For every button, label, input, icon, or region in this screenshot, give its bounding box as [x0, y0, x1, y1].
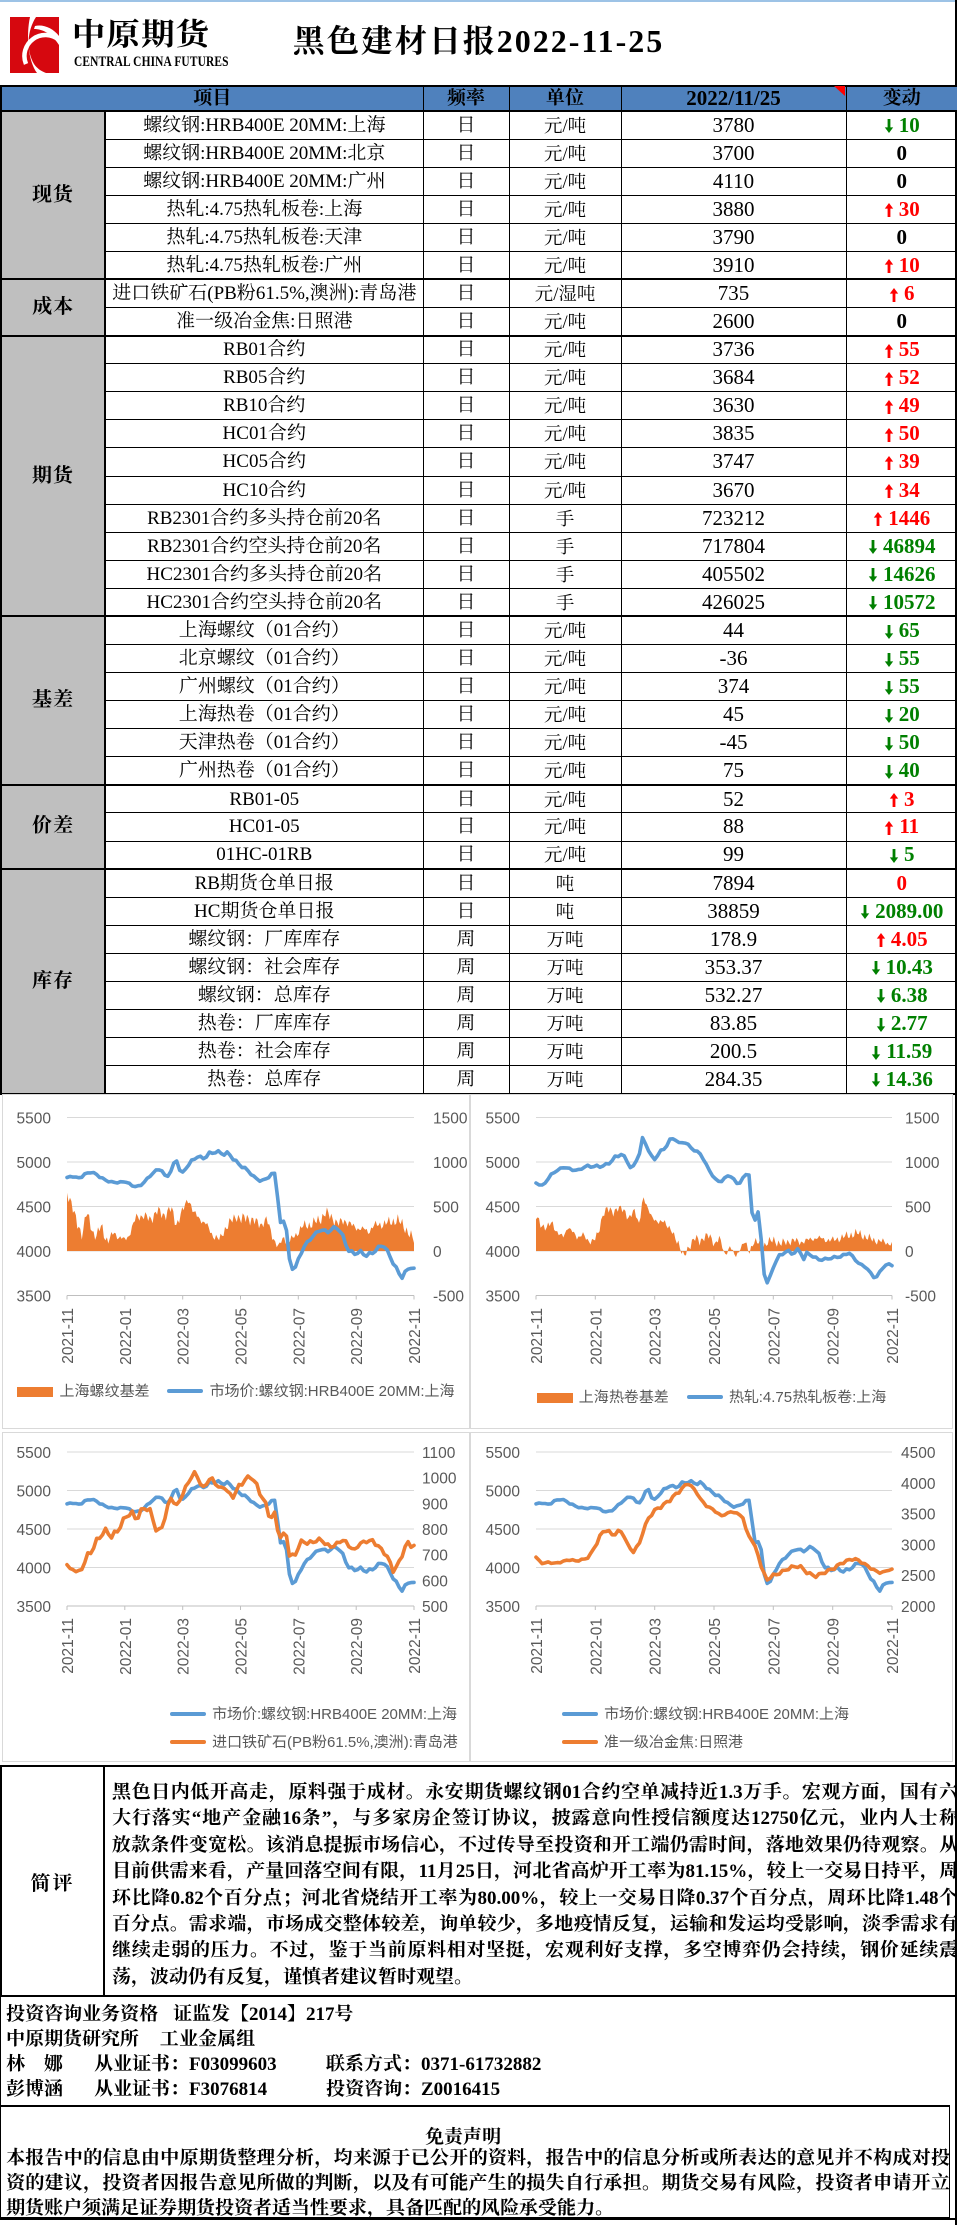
svg-text:4000: 4000 — [901, 1476, 936, 1493]
svg-text:4000: 4000 — [17, 1561, 52, 1578]
svg-text:5500: 5500 — [486, 1111, 521, 1128]
svg-text:2022-03: 2022-03 — [648, 1308, 665, 1365]
svg-text:500: 500 — [422, 1599, 448, 1616]
svg-text:2022-07: 2022-07 — [766, 1618, 783, 1675]
svg-text:2500: 2500 — [901, 1568, 936, 1585]
svg-text:2022-03: 2022-03 — [648, 1618, 665, 1675]
svg-text:2022-05: 2022-05 — [234, 1308, 251, 1365]
svg-text:5500: 5500 — [486, 1445, 521, 1462]
svg-text:3500: 3500 — [17, 1599, 52, 1616]
svg-text:2022-07: 2022-07 — [291, 1308, 308, 1365]
svg-text:5000: 5000 — [17, 1484, 52, 1501]
svg-text:3500: 3500 — [901, 1507, 936, 1524]
svg-text:2022-03: 2022-03 — [176, 1308, 193, 1365]
svg-text:2022-09: 2022-09 — [349, 1618, 366, 1675]
svg-text:800: 800 — [422, 1522, 448, 1539]
svg-text:1000: 1000 — [905, 1155, 940, 1172]
svg-text:3500: 3500 — [486, 1599, 521, 1616]
svg-text:4500: 4500 — [17, 1522, 52, 1539]
svg-text:3500: 3500 — [486, 1289, 521, 1306]
svg-text:2022-01: 2022-01 — [118, 1618, 135, 1675]
svg-text:2022-09: 2022-09 — [349, 1308, 366, 1365]
svg-text:-500: -500 — [905, 1289, 936, 1306]
svg-text:2022-07: 2022-07 — [766, 1308, 783, 1365]
svg-text:2021-11: 2021-11 — [60, 1618, 77, 1674]
svg-text:2021-11: 2021-11 — [60, 1308, 77, 1364]
svg-text:2022-03: 2022-03 — [176, 1618, 193, 1675]
svg-text:4000: 4000 — [17, 1244, 52, 1261]
svg-text:5500: 5500 — [17, 1111, 52, 1128]
svg-text:2022-07: 2022-07 — [291, 1618, 308, 1675]
svg-text:4500: 4500 — [486, 1522, 521, 1539]
svg-text:5000: 5000 — [17, 1155, 52, 1172]
svg-text:-500: -500 — [433, 1289, 464, 1306]
svg-text:1000: 1000 — [433, 1155, 468, 1172]
svg-text:3500: 3500 — [17, 1289, 52, 1306]
svg-text:1500: 1500 — [433, 1111, 468, 1128]
svg-text:4500: 4500 — [901, 1445, 936, 1462]
svg-text:1000: 1000 — [422, 1471, 457, 1488]
svg-text:2022-05: 2022-05 — [707, 1308, 724, 1365]
svg-text:2022-05: 2022-05 — [234, 1618, 251, 1675]
svg-text:5000: 5000 — [486, 1484, 521, 1501]
svg-text:500: 500 — [433, 1200, 459, 1217]
svg-text:1500: 1500 — [905, 1111, 940, 1128]
svg-text:4500: 4500 — [486, 1200, 521, 1217]
svg-text:0: 0 — [433, 1244, 442, 1261]
svg-text:900: 900 — [422, 1496, 448, 1513]
svg-text:4000: 4000 — [486, 1244, 521, 1261]
svg-text:2022-09: 2022-09 — [826, 1618, 843, 1675]
svg-text:5500: 5500 — [17, 1445, 52, 1462]
svg-text:4500: 4500 — [17, 1200, 52, 1217]
svg-text:2022-11: 2022-11 — [407, 1618, 424, 1674]
svg-text:2022-05: 2022-05 — [707, 1618, 724, 1675]
svg-text:0: 0 — [905, 1244, 914, 1261]
svg-text:2000: 2000 — [901, 1599, 936, 1616]
svg-text:5000: 5000 — [486, 1155, 521, 1172]
svg-text:2022-01: 2022-01 — [588, 1618, 605, 1675]
svg-text:2022-09: 2022-09 — [826, 1308, 843, 1365]
svg-text:2021-11: 2021-11 — [529, 1618, 546, 1674]
svg-text:2022-11: 2022-11 — [885, 1308, 902, 1364]
svg-text:2022-01: 2022-01 — [588, 1308, 605, 1365]
svg-text:2021-11: 2021-11 — [529, 1308, 546, 1364]
svg-text:4000: 4000 — [486, 1561, 521, 1578]
svg-text:2022-01: 2022-01 — [118, 1308, 135, 1365]
svg-text:500: 500 — [905, 1200, 931, 1217]
svg-text:700: 700 — [422, 1548, 448, 1565]
svg-text:3000: 3000 — [901, 1537, 936, 1554]
svg-text:2022-11: 2022-11 — [885, 1618, 902, 1674]
svg-text:2022-11: 2022-11 — [407, 1308, 424, 1364]
svg-text:600: 600 — [422, 1573, 448, 1590]
svg-text:1100: 1100 — [422, 1445, 456, 1462]
